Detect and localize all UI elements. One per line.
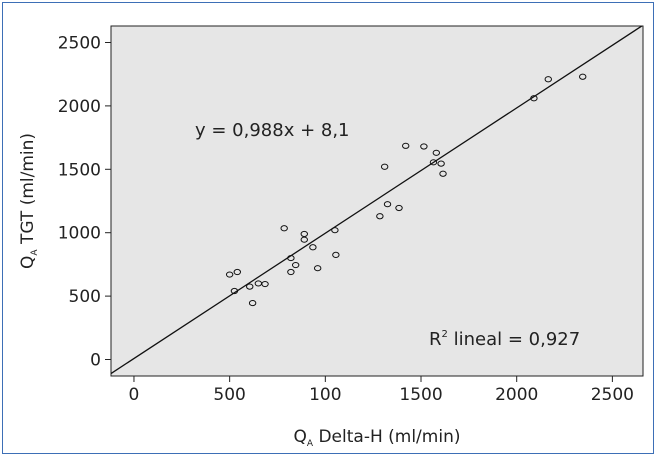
data-point (291, 261, 300, 269)
data-points (225, 73, 587, 307)
data-point (380, 163, 389, 170)
data-point (246, 283, 254, 290)
y-title-rest: TGT (ml/min) (18, 133, 38, 249)
y-tick-label: 2000 (58, 97, 101, 117)
axis-ticks: 0 500 100 1500 2000 2500 0 500 1000 1500 2000 2500 (58, 33, 634, 405)
y-title-sub: A (30, 249, 40, 256)
y-tick-label: 0 (90, 351, 101, 371)
regression-equation: y = 0,988x + 8,1 (195, 120, 350, 141)
data-point (530, 95, 538, 102)
r2-superscript: 2 (442, 329, 448, 340)
data-point (383, 201, 392, 208)
data-point (331, 227, 339, 234)
regression-line-group (111, 26, 643, 375)
x-tick-label: 2000 (495, 385, 538, 405)
data-point (420, 143, 428, 150)
data-point (225, 271, 234, 278)
x-tick-label: 100 (309, 385, 341, 405)
data-point (402, 142, 410, 149)
scatter-chart: 0 500 100 1500 2000 250005001000150020002500 … (18, 25, 644, 449)
figure-frame: 0 500 100 1500 2000 2500 0 500 1000 1500 2000 2500 … (2, 2, 654, 454)
y-tick-label: 1000 (58, 224, 101, 244)
data-point (432, 149, 441, 156)
data-point (261, 280, 269, 288)
data-point (287, 254, 295, 262)
y-tick-label: 2500 (58, 33, 101, 53)
x-title-sub: A (307, 439, 314, 449)
plot-area (110, 25, 644, 377)
data-point (300, 236, 308, 243)
data-point (376, 213, 384, 220)
data-point (332, 251, 340, 258)
y-title-main: Q (18, 256, 38, 269)
x-axis-title: QA Delta-H (ml/min) (294, 427, 461, 449)
data-point (233, 268, 242, 276)
data-point (579, 73, 587, 80)
x-tick-label: 500 (213, 385, 245, 405)
data-point (230, 287, 239, 295)
data-point (437, 160, 445, 167)
r2-rest: lineal = 0,927 (448, 329, 580, 350)
data-point (248, 299, 257, 307)
data-point (287, 268, 295, 276)
data-point (300, 230, 308, 238)
x-tick-label: 1500 (399, 385, 442, 405)
x-tick-label: 2500 (591, 385, 634, 405)
data-point (439, 170, 447, 177)
r2-main: R (429, 329, 442, 350)
regression-line (111, 26, 643, 375)
data-point (313, 265, 322, 272)
x-title-rest: Delta-H (ml/min) (313, 427, 460, 447)
y-axis-title: QA TGT (ml/min) (18, 133, 40, 269)
data-point (544, 76, 552, 83)
y-tick-label: 500 (69, 287, 101, 307)
data-point (429, 159, 438, 166)
data-point (309, 244, 317, 251)
r-squared-label: R2 lineal = 0,927 (429, 329, 580, 350)
data-point (280, 225, 288, 232)
data-point (395, 204, 403, 212)
y-tick-label: 1500 (58, 160, 101, 180)
x-tick-label: 0 (129, 385, 140, 405)
x-title-main: Q (294, 427, 307, 447)
